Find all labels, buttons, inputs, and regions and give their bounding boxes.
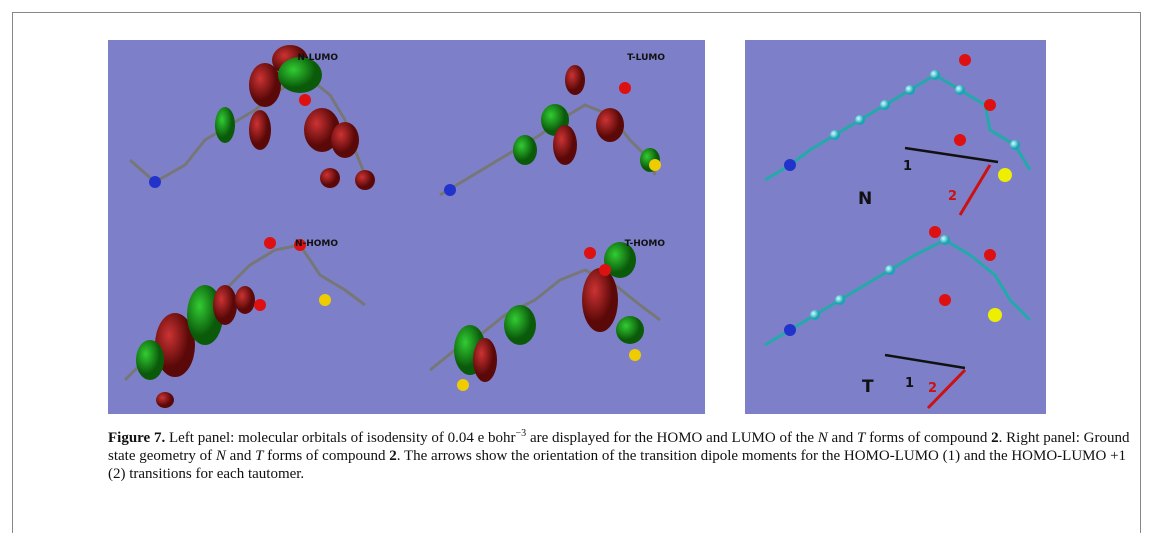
arrow-label: 2 [948, 189, 957, 204]
caption-text: and [226, 448, 255, 464]
orbital-panel [108, 40, 705, 414]
caption-text: are displayed for the HOMO and LUMO of t… [526, 430, 818, 446]
caption-text: and [828, 430, 857, 446]
arrow-label: 2 [928, 381, 937, 396]
caption-text: −3 [516, 428, 527, 439]
tautomer-label: T [862, 377, 874, 397]
panel-label: N-LUMO [297, 53, 338, 63]
panel-label: N-HOMO [295, 239, 338, 249]
caption-text: N [216, 448, 226, 464]
caption-text: 2 [389, 448, 397, 464]
figure: N-LUMO T-LUMO N-HOMO T-HOMO N T 1 2 1 2 [0, 0, 1153, 420]
caption: Figure 7. Left panel: molecular orbitals… [108, 425, 1138, 483]
panel-label: T-HOMO [625, 239, 666, 249]
caption-text: Left panel: molecular orbitals of isoden… [165, 430, 515, 446]
panel-label: T-LUMO [627, 53, 665, 63]
caption-label: Figure 7. [108, 430, 165, 446]
page: N-LUMO T-LUMO N-HOMO T-HOMO N T 1 2 1 2 … [0, 0, 1153, 533]
arrow-label: 1 [903, 159, 912, 174]
caption-text: forms of compound [263, 448, 389, 464]
caption-text: N [818, 430, 828, 446]
caption-text: 2 [991, 430, 999, 446]
arrow-label: 1 [905, 376, 914, 391]
caption-text: forms of compound [865, 430, 991, 446]
tautomer-label: N [858, 189, 872, 209]
